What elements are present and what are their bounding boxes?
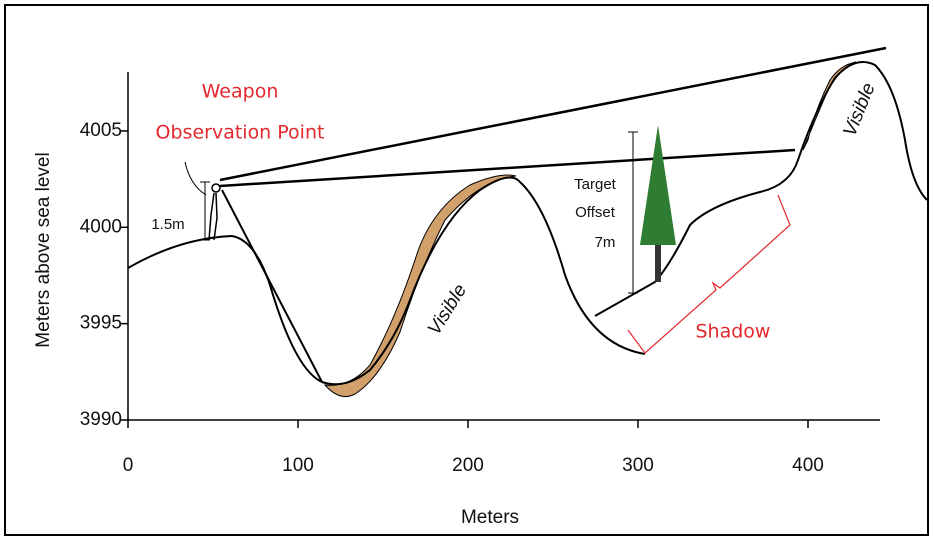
label: 1.5m — [151, 216, 184, 233]
visible-area — [802, 61, 857, 151]
x-tick-label: 100 — [282, 455, 314, 476]
label: Target — [574, 176, 617, 193]
terrain — [594, 61, 928, 317]
y-tick-label: 3995 — [80, 313, 122, 334]
sight-line — [219, 148, 796, 188]
sight-line — [221, 189, 323, 383]
x-tick-label: 400 — [792, 455, 824, 476]
x-tick-label: 0 — [123, 455, 134, 476]
y-tick-label: 4000 — [80, 216, 122, 237]
visible-area — [323, 174, 517, 397]
y-tick-label: 3990 — [80, 409, 122, 430]
y-axis-label: Meters above sea level — [33, 152, 54, 347]
label: 7m — [595, 234, 616, 251]
label: Visible — [839, 80, 879, 139]
label: Shadow — [696, 321, 771, 343]
label: Offset — [575, 204, 616, 221]
offset-bar — [628, 131, 638, 294]
label: Observation Point — [156, 122, 325, 144]
y-tick-label: 4005 — [80, 120, 122, 141]
frame — [4, 4, 929, 536]
pointer-arrow — [184, 161, 207, 196]
label: Weapon — [202, 81, 279, 103]
x-tick-label: 300 — [622, 455, 654, 476]
shadow-bracket — [627, 194, 791, 354]
x-axis-label: Meters — [461, 507, 519, 528]
observer — [208, 192, 218, 241]
tree-trunk — [655, 240, 661, 282]
height-bar — [200, 181, 210, 241]
sight-line — [219, 46, 887, 182]
observer — [211, 183, 221, 193]
label: Visible — [424, 281, 471, 339]
tree — [640, 125, 676, 245]
x-tick-label: 200 — [452, 455, 484, 476]
